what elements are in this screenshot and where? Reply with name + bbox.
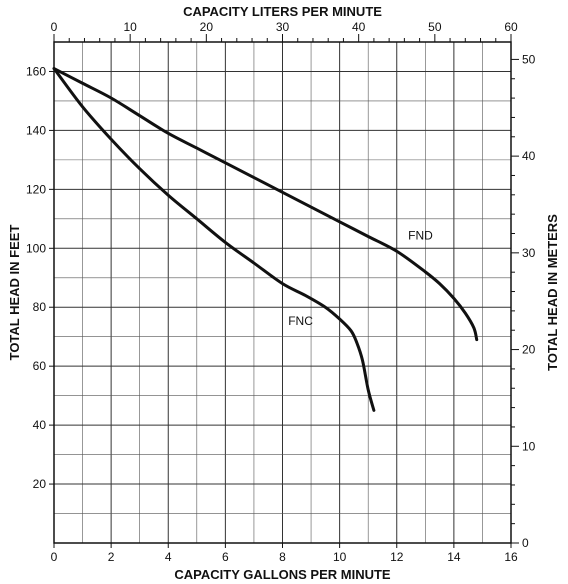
y-tick-label: 60 — [33, 359, 47, 373]
x2-tick-label: 50 — [428, 20, 442, 34]
y-tick-label: 160 — [26, 64, 46, 78]
x2-tick-label: 60 — [504, 20, 518, 34]
x-tick-label: 12 — [390, 550, 404, 564]
x-tick-label: 0 — [51, 550, 58, 564]
x2-tick-label: 40 — [352, 20, 366, 34]
tick-marks — [49, 34, 519, 548]
y2-tick-label: 20 — [522, 343, 536, 357]
y2-tick-label: 30 — [522, 246, 536, 260]
x-tick-label: 16 — [504, 550, 518, 564]
y-tick-label: 120 — [26, 182, 46, 196]
y-tick-label: 20 — [33, 477, 47, 491]
y2-tick-label: 0 — [522, 536, 529, 550]
x2-tick-label: 30 — [276, 20, 290, 34]
top-axis-title: CAPACITY LITERS PER MINUTE — [183, 4, 382, 19]
y-tick-label: 40 — [33, 418, 47, 432]
x-tick-label: 10 — [333, 550, 347, 564]
x2-tick-label: 20 — [200, 20, 214, 34]
series-lines — [52, 67, 479, 412]
y-tick-label: 140 — [26, 123, 46, 137]
series-labels: FND FNC — [288, 228, 433, 327]
y-tick-label: 80 — [33, 300, 47, 314]
x-tick-label: 6 — [222, 550, 229, 564]
bottom-axis-title: CAPACITY GALLONS PER MINUTE — [174, 567, 391, 582]
y2-tick-label: 40 — [522, 149, 536, 163]
series-line-fnc — [52, 67, 376, 412]
y-tick-label: 100 — [26, 241, 46, 255]
x-tick-label: 2 — [108, 550, 115, 564]
right-axis-title: TOTAL HEAD IN METERS — [545, 214, 560, 371]
y2-tick-label: 50 — [522, 52, 536, 66]
x2-tick-label: 0 — [51, 20, 58, 34]
left-axis-title: TOTAL HEAD IN FEET — [7, 225, 22, 361]
series-line-fnd — [52, 67, 479, 342]
x2-tick-label: 10 — [123, 20, 137, 34]
x-tick-label: 14 — [447, 550, 461, 564]
series-label-fnc: FNC — [288, 314, 313, 328]
x-tick-label: 4 — [165, 550, 172, 564]
x-tick-label: 8 — [279, 550, 286, 564]
grid — [54, 42, 511, 543]
y2-tick-label: 10 — [522, 439, 536, 453]
series-label-fnd: FND — [408, 228, 433, 242]
